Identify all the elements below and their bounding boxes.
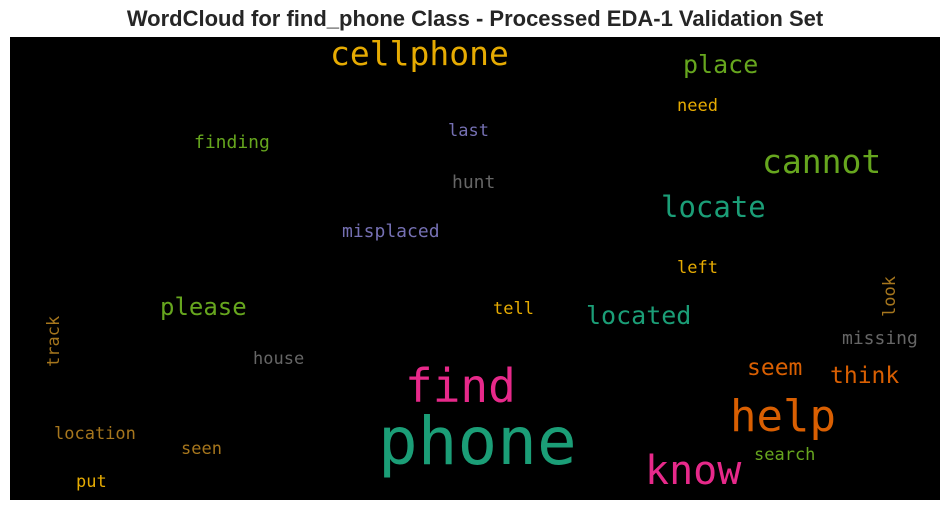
word-finding: finding bbox=[194, 132, 270, 153]
word-search: search bbox=[754, 445, 816, 465]
word-help: help bbox=[730, 391, 836, 442]
word-last: last bbox=[448, 121, 489, 141]
word-misplaced: misplaced bbox=[342, 221, 440, 242]
word-know: know bbox=[645, 448, 742, 494]
word-track: track bbox=[44, 315, 64, 367]
word-please: please bbox=[160, 293, 247, 321]
word-location: location bbox=[54, 424, 136, 444]
word-cellphone: cellphone bbox=[330, 37, 509, 73]
chart-title: WordCloud for find_phone Class - Process… bbox=[126, 6, 824, 31]
word-find: find bbox=[405, 359, 516, 413]
word-left: left bbox=[677, 258, 718, 278]
word-place: place bbox=[683, 50, 759, 79]
word-tell: tell bbox=[493, 299, 534, 319]
word-locate: locate bbox=[661, 190, 766, 224]
word-seen: seen bbox=[181, 439, 222, 459]
word-put: put bbox=[76, 472, 107, 492]
word-need: need bbox=[677, 96, 718, 116]
word-missing: missing bbox=[842, 328, 918, 349]
word-located: located bbox=[586, 301, 692, 330]
word-cannot: cannot bbox=[762, 142, 882, 181]
word-hunt: hunt bbox=[452, 172, 496, 193]
word-house: house bbox=[253, 349, 305, 369]
wordcloud-canvas: phone find help know cellphone cannot lo… bbox=[10, 37, 940, 500]
word-think: think bbox=[830, 363, 900, 389]
word-seem: seem bbox=[747, 355, 803, 381]
word-look: look bbox=[880, 276, 900, 317]
word-phone: phone bbox=[378, 403, 577, 480]
